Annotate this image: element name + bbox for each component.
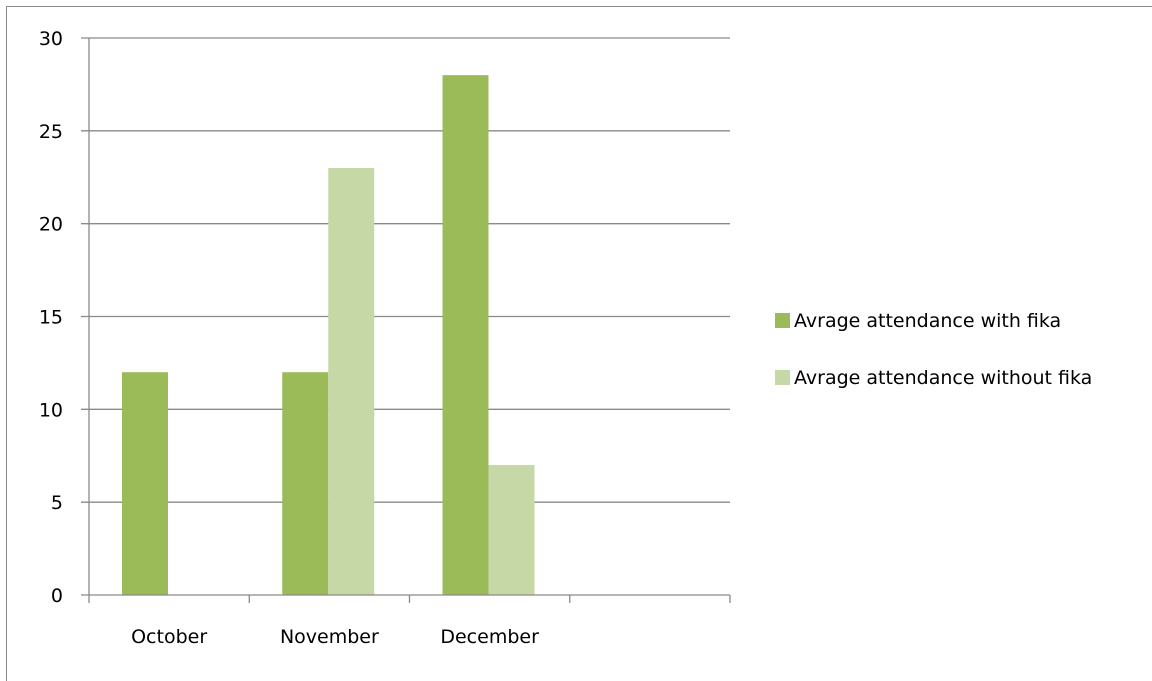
y-tick-labels: 0 5 10 15 20 25 30 [39, 28, 63, 607]
x-category-label-november: November [280, 626, 379, 648]
bar-series2-december [488, 465, 535, 595]
y-tick-label-5: 5 [51, 492, 63, 514]
legend-label-series2: Avrage attendance without fika [794, 367, 1092, 389]
bars [122, 75, 535, 596]
legend-swatch-series1 [775, 313, 790, 328]
gridlines [81, 37, 730, 503]
x-category-labels: October November December [131, 626, 539, 648]
x-category-label-december: December [440, 626, 539, 648]
axes [81, 38, 731, 603]
legend-label-series1: Avrage attendance with fika [794, 310, 1061, 332]
bar-series1-december [442, 75, 489, 596]
y-tick-label-30: 30 [39, 28, 63, 50]
x-category-label-october: October [131, 626, 207, 648]
bar-series1-october [122, 372, 168, 595]
chart-frame [6, 6, 1152, 681]
legend-swatch-series2 [775, 370, 790, 385]
y-tick-label-10: 10 [39, 399, 63, 421]
bar-series2-november [328, 167, 375, 595]
y-tick-label-15: 15 [39, 307, 63, 329]
bar-series1-november [282, 372, 329, 595]
legend: Avrage attendance with fika Avrage attend… [775, 310, 1092, 389]
y-tick-label-20: 20 [39, 214, 63, 236]
y-tick-label-0: 0 [51, 585, 63, 607]
y-tick-label-25: 25 [39, 121, 63, 143]
